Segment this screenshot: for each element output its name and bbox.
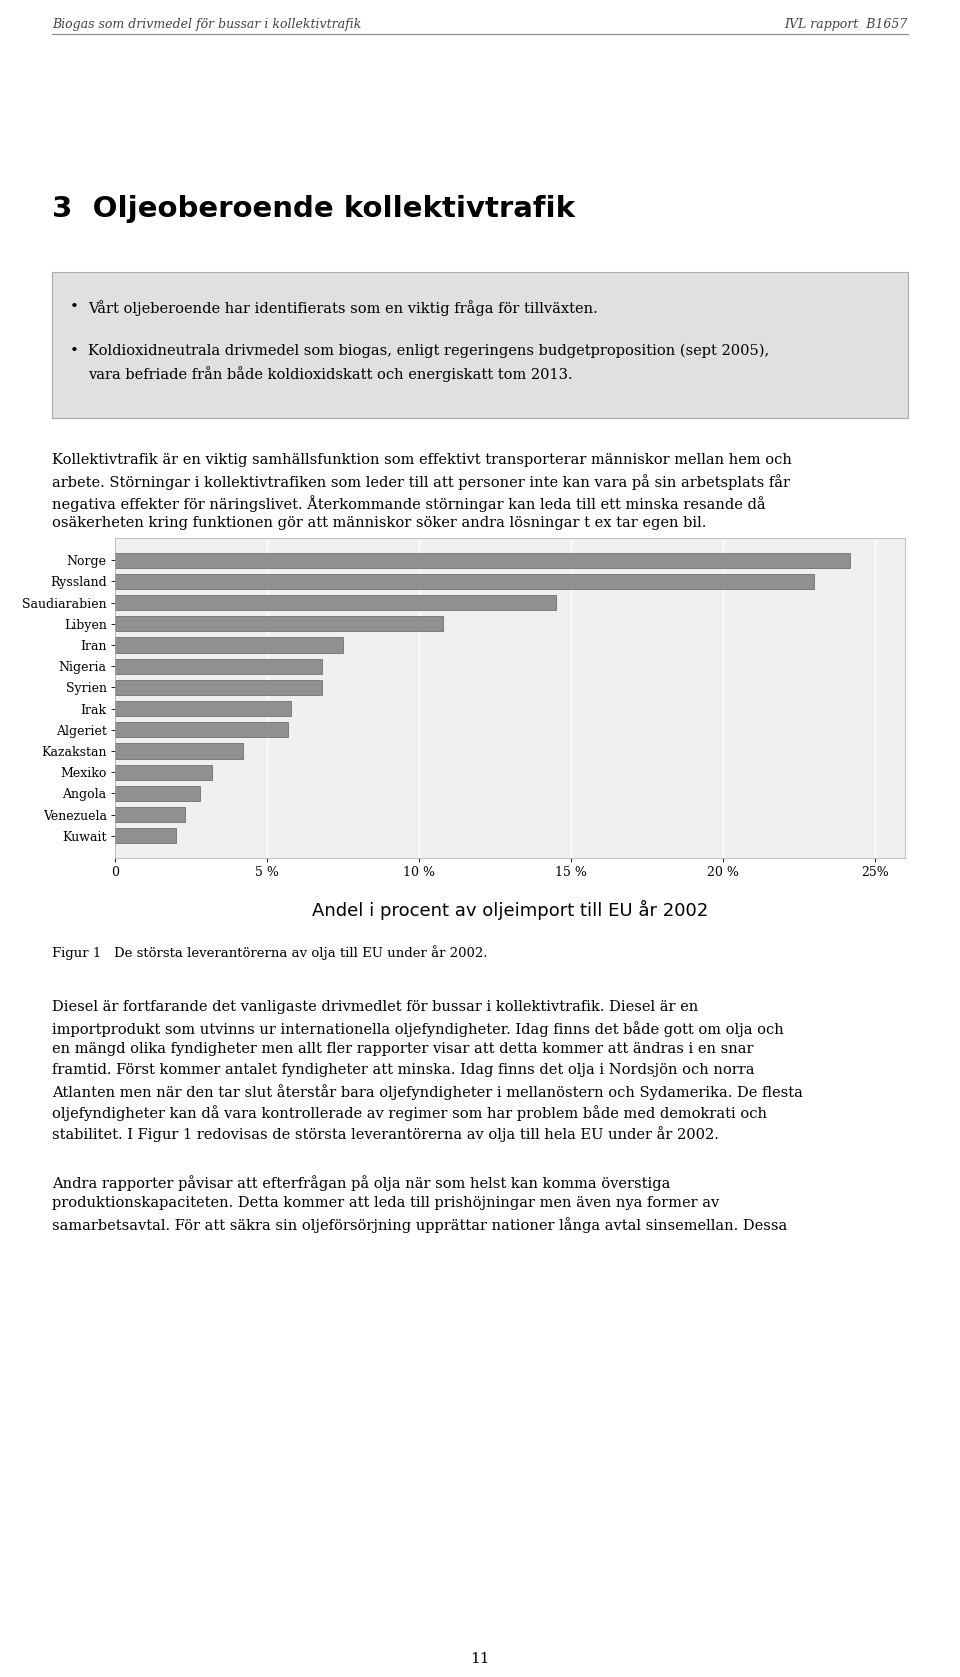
Text: en mängd olika fyndigheter men allt fler rapporter visar att detta kommer att än: en mängd olika fyndigheter men allt fler…	[52, 1041, 754, 1057]
Text: produktionskapaciteten. Detta kommer att leda till prishöjningar men även nya fo: produktionskapaciteten. Detta kommer att…	[52, 1196, 719, 1211]
Bar	[115, 765, 212, 780]
Text: osäkerheten kring funktionen gör att människor söker andra lösningar t ex tar eg: osäkerheten kring funktionen gör att män…	[52, 517, 707, 530]
Text: importprodukt som utvinns ur internationella oljefyndigheter. Idag finns det båd: importprodukt som utvinns ur internation…	[52, 1021, 783, 1036]
Text: oljefyndigheter kan då vara kontrollerade av regimer som har problem både med de: oljefyndigheter kan då vara kontrollerad…	[52, 1105, 767, 1120]
Text: 11: 11	[470, 1652, 490, 1665]
Bar	[115, 659, 322, 674]
Text: samarbetsavtal. För att säkra sin oljeförsörjning upprättar nationer långa avtal: samarbetsavtal. För att säkra sin oljefö…	[52, 1218, 787, 1233]
Text: framtid. Först kommer antalet fyndigheter att minska. Idag finns det olja i Nord: framtid. Först kommer antalet fyndighete…	[52, 1063, 755, 1077]
Bar	[115, 787, 200, 802]
Bar	[115, 595, 556, 610]
Text: negativa effekter för näringslivet. Återkommande störningar kan leda till ett mi: negativa effekter för näringslivet. Åter…	[52, 495, 766, 511]
Text: arbete. Störningar i kollektivtrafiken som leder till att personer inte kan vara: arbete. Störningar i kollektivtrafiken s…	[52, 475, 790, 490]
Bar	[115, 701, 291, 716]
Text: Diesel är fortfarande det vanligaste drivmedlet för bussar i kollektivtrafik. Di: Diesel är fortfarande det vanligaste dri…	[52, 999, 698, 1015]
Text: Andel i procent av oljeimport till EU år 2002: Andel i procent av oljeimport till EU år…	[312, 901, 708, 921]
Bar	[115, 828, 176, 844]
Text: stabilitet. I Figur 1 redovisas de största leverantörerna av olja till hela EU u: stabilitet. I Figur 1 redovisas de störs…	[52, 1125, 719, 1142]
Bar	[115, 807, 185, 822]
Text: Biogas som drivmedel för bussar i kollektivtrafik: Biogas som drivmedel för bussar i kollek…	[52, 18, 361, 30]
Text: Andra rapporter påvisar att efterfrågan på olja när som helst kan komma överstig: Andra rapporter påvisar att efterfrågan …	[52, 1176, 670, 1191]
Text: Kollektivtrafik är en viktig samhällsfunktion som effektivt transporterar männis: Kollektivtrafik är en viktig samhällsfun…	[52, 453, 792, 466]
Bar	[115, 637, 343, 652]
Text: Atlanten men när den tar slut återstår bara oljefyndigheter i mellanöstern och S: Atlanten men när den tar slut återstår b…	[52, 1083, 803, 1100]
Text: Koldioxidneutrala drivmedel som biogas, enligt regeringens budgetproposition (se: Koldioxidneutrala drivmedel som biogas, …	[88, 344, 769, 359]
Bar	[115, 743, 243, 758]
Text: vara befriade från både koldioxidskatt och energiskatt tom 2013.: vara befriade från både koldioxidskatt o…	[88, 366, 572, 382]
Text: IVL rapport  B1657: IVL rapport B1657	[784, 18, 908, 30]
Text: Figur 1   De största leverantörerna av olja till EU under år 2002.: Figur 1 De största leverantörerna av olj…	[52, 946, 488, 959]
Bar	[115, 615, 444, 632]
Text: 3  Oljeoberoende kollektivtrafik: 3 Oljeoberoende kollektivtrafik	[52, 195, 575, 223]
Text: •: •	[70, 300, 79, 314]
Text: Vårt oljeberoende har identifierats som en viktig fråga för tillväxten.: Vårt oljeberoende har identifierats som …	[88, 300, 598, 315]
Bar	[115, 552, 851, 569]
Bar	[115, 574, 814, 589]
Bar	[115, 679, 322, 694]
Text: •: •	[70, 344, 79, 357]
Bar	[52, 272, 908, 418]
Bar	[115, 723, 288, 738]
